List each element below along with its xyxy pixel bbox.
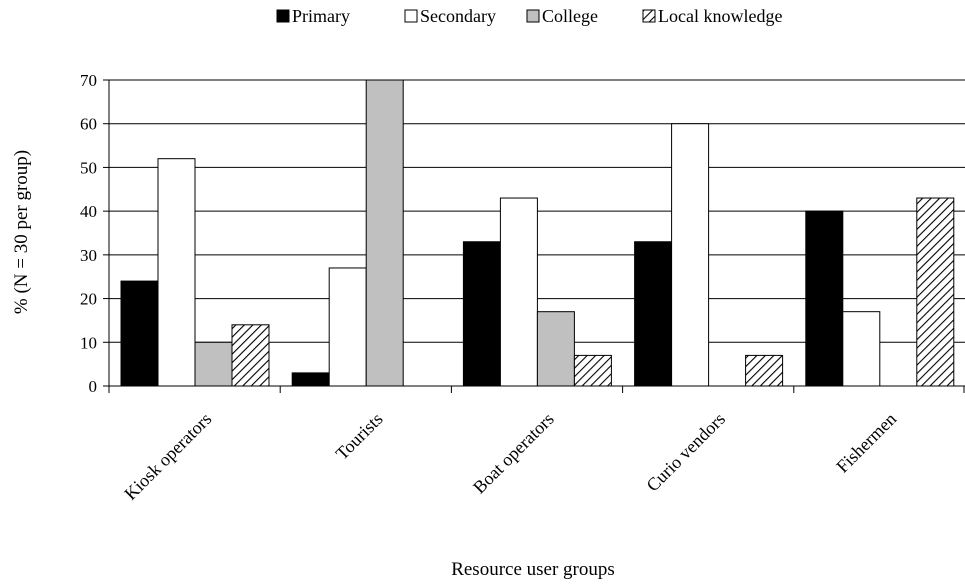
legend-swatch-secondary bbox=[404, 9, 418, 23]
category-label-tourists: Tourists bbox=[332, 409, 387, 464]
bar-boat-operators-secondary bbox=[499, 197, 538, 387]
bar-kiosk-operators-primary bbox=[120, 280, 159, 387]
y-tick-label-10: 10 bbox=[80, 333, 97, 352]
bar-kiosk-operators-college bbox=[194, 341, 233, 387]
bar-tourists-secondary bbox=[328, 267, 367, 387]
category-label-curio-vendors: Curio vendors bbox=[642, 409, 729, 496]
axes bbox=[108, 80, 965, 393]
legend-swatch-primary bbox=[276, 9, 290, 23]
x-axis-categories: Kiosk operators Tourists Boat operators Cur… bbox=[120, 409, 900, 504]
y-tick-label-60: 60 bbox=[80, 115, 97, 134]
legend-label-primary: Primary bbox=[292, 6, 350, 26]
bar-curio-vendors-primary bbox=[634, 241, 673, 387]
bar-boat-operators-local-knowledge bbox=[573, 354, 612, 387]
bar-tourists-college bbox=[365, 79, 404, 387]
legend-label-local-knowledge: Local knowledge bbox=[658, 6, 782, 26]
bar-fishermen-primary bbox=[805, 210, 844, 387]
legend-swatch-college bbox=[526, 9, 540, 23]
bar-boat-operators-primary bbox=[462, 241, 501, 387]
legend-label-secondary: Secondary bbox=[420, 6, 496, 26]
y-axis-ticks: 0 10 20 30 40 50 60 70 bbox=[80, 71, 109, 396]
y-tick-label-70: 70 bbox=[80, 71, 97, 90]
category-label-fishermen: Fishermen bbox=[832, 409, 900, 477]
y-axis-title: % (N = 30 per group) bbox=[11, 150, 32, 314]
legend-swatch-local-knowledge bbox=[642, 9, 656, 23]
bars bbox=[120, 79, 955, 387]
y-tick-label-20: 20 bbox=[80, 290, 97, 309]
legend: Primary Secondary College Local knowledge bbox=[276, 6, 782, 26]
bar-curio-vendors-local-knowledge bbox=[745, 354, 784, 387]
bar-fishermen-secondary bbox=[842, 311, 881, 387]
bar-kiosk-operators-secondary bbox=[157, 158, 196, 387]
y-tick-label-0: 0 bbox=[89, 377, 98, 396]
x-axis-title: Resource user groups bbox=[451, 559, 615, 580]
y-tick-label-50: 50 bbox=[80, 158, 97, 177]
bar-tourists-primary bbox=[291, 372, 330, 387]
bar-kiosk-operators-local-knowledge bbox=[231, 324, 270, 387]
y-tick-label-40: 40 bbox=[80, 202, 97, 221]
bar-boat-operators-college bbox=[536, 311, 575, 387]
y-tick-label-30: 30 bbox=[80, 246, 97, 265]
category-label-boat-operators: Boat operators bbox=[469, 409, 558, 498]
category-label-kiosk-operators: Kiosk operators bbox=[120, 409, 215, 504]
legend-label-college: College bbox=[542, 6, 598, 26]
bar-fishermen-local-knowledge bbox=[916, 197, 955, 387]
bar-curio-vendors-secondary bbox=[671, 123, 710, 387]
